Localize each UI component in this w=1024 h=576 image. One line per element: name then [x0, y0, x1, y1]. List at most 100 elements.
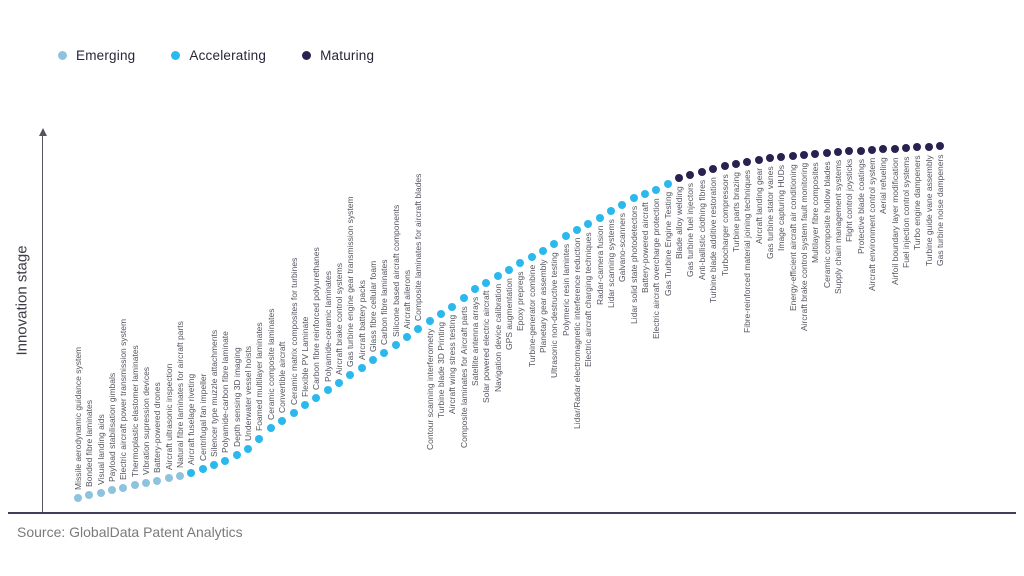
- data-point: [765, 154, 774, 162]
- data-point: [300, 401, 309, 410]
- data-point: [108, 486, 117, 494]
- data-point-label: Composite laminates for Aircraft parts: [458, 306, 469, 448]
- data-point: [470, 285, 479, 293]
- data-point-label: Flight control joysticks: [844, 159, 855, 243]
- data-point-label: Turbine parts brazing: [730, 171, 741, 252]
- data-point-label: Solar powered electric aircraft: [481, 290, 492, 403]
- data-point-label: Visual landing aids: [95, 413, 106, 485]
- data-point-label: Missile aerodynamic guidance system: [73, 346, 83, 490]
- data-point-label: Aircraft fuselage riveting: [186, 373, 197, 465]
- legend-item-accelerating: Accelerating: [171, 48, 266, 63]
- data-point-label: Turbine-generator combine: [526, 264, 537, 367]
- data-point-label: Epoxy prepregs: [515, 271, 526, 331]
- data-point: [731, 160, 740, 168]
- data-point-label: Blade alloy welding: [674, 186, 685, 259]
- data-point-label: Turbo engine dampeners: [912, 155, 923, 251]
- data-point: [289, 409, 298, 417]
- data-point: [459, 294, 468, 302]
- data-point: [130, 481, 139, 490]
- data-point: [516, 259, 525, 267]
- data-point: [96, 488, 105, 497]
- data-point-label: Anti-ballistic clothing fibres: [696, 179, 707, 280]
- data-point: [164, 474, 173, 483]
- data-point-label: Aircraft brake control system fault moni…: [798, 162, 809, 331]
- data-point-label: Energy-efficient aircraft air conditioni…: [787, 164, 798, 311]
- data-point-label: Polyamide-carbon fibre laminate: [220, 331, 231, 453]
- data-point: [561, 232, 570, 240]
- data-point-label: Bonded fibre laminates: [84, 400, 95, 488]
- legend-item-emerging: Emerging: [58, 48, 135, 63]
- data-point-label: Satellite antenna arrays: [469, 296, 480, 386]
- data-point-label: Electric aircraft charging techniques: [583, 232, 594, 367]
- data-point-label: Ceramic composite hollow blades: [821, 161, 832, 288]
- data-point: [573, 226, 582, 234]
- data-point: [675, 174, 684, 182]
- legend: Emerging Accelerating Maturing: [58, 48, 374, 63]
- data-point: [357, 364, 366, 372]
- data-point: [187, 468, 196, 477]
- data-point: [913, 143, 922, 152]
- data-point: [867, 146, 876, 154]
- data-point-label: Gas Turbine Engine Testing: [662, 191, 673, 296]
- data-point: [799, 151, 808, 159]
- data-point: [436, 310, 445, 318]
- data-point: [85, 491, 94, 500]
- data-point-label: Carbon fibre reinforced polyurethanes: [311, 246, 322, 390]
- data-point-label: Carbon fibre laminates: [379, 259, 390, 345]
- data-point-label: Aircraft landing gear: [753, 167, 764, 244]
- data-point-label: Turbine blade 3D Printing: [435, 321, 446, 418]
- data-point-label: Fuel injection control systems: [900, 156, 911, 269]
- data-point: [153, 476, 162, 485]
- data-point: [448, 303, 457, 311]
- data-point-label: Aircraft environment control system: [866, 157, 877, 291]
- data-point: [402, 333, 411, 341]
- data-point: [232, 451, 241, 459]
- data-point-label: Airfoil boundary layer modification: [889, 157, 900, 285]
- data-point-label: Galvano-scanners: [617, 212, 628, 282]
- data-point-label: Composite laminates for aircraft blades: [413, 173, 424, 321]
- data-point: [822, 149, 831, 157]
- legend-label-emerging: Emerging: [76, 48, 136, 63]
- data-point: [788, 152, 797, 160]
- data-point-label: Ceramic matrix composites for turbines: [288, 257, 299, 405]
- data-point-label: Aircraft brake control systems: [333, 262, 344, 375]
- data-point-label: Aircraft wing stress testing: [447, 314, 458, 414]
- data-point: [119, 483, 128, 492]
- data-point: [663, 180, 672, 188]
- data-point-label: Gas turbine noise dampeners: [935, 154, 945, 266]
- data-point-label: Depth sensing 3D imaging: [231, 347, 242, 447]
- data-point: [709, 165, 718, 173]
- data-point: [539, 247, 548, 255]
- data-point-label: GPS augmentation: [504, 277, 514, 350]
- data-point-label: Electric aircraft overcharge protection: [651, 198, 662, 339]
- data-point: [244, 445, 253, 453]
- data-point: [618, 200, 627, 209]
- data-point: [595, 213, 604, 222]
- accelerating-dot-icon: [171, 51, 181, 60]
- data-point: [505, 265, 513, 274]
- data-point: [346, 371, 355, 380]
- data-point: [811, 150, 820, 158]
- data-point-label: Multilayer fibre composites: [810, 162, 821, 263]
- data-point: [323, 386, 332, 394]
- data-point-label: Ceramic composite laminates: [265, 308, 276, 420]
- data-point-label: Natural fibre laminates for aircraft par…: [175, 321, 186, 468]
- y-axis-arrowhead-icon: [38, 128, 47, 136]
- data-point: [720, 162, 729, 170]
- data-point: [754, 156, 763, 164]
- data-point: [221, 457, 230, 465]
- data-point: [380, 348, 389, 357]
- data-point-label: Lidar solid state photodetectors: [628, 205, 639, 324]
- data-point-label: Battery-powered drones: [152, 381, 163, 473]
- data-point-label: Payload stabilisation gimbals: [107, 372, 118, 482]
- data-point-label: Aerial refueling: [878, 157, 889, 215]
- data-point-label: Lidar scanning systems: [606, 219, 617, 308]
- data-point: [210, 461, 219, 469]
- data-point: [890, 144, 899, 153]
- data-point: [482, 278, 491, 287]
- data-point-label: Aircraft ailerons: [401, 269, 412, 329]
- data-point-label: Turbocharger compressors: [719, 174, 730, 276]
- data-point: [425, 317, 434, 325]
- data-point-label: Fibre-reinforced material joining techni…: [742, 170, 753, 333]
